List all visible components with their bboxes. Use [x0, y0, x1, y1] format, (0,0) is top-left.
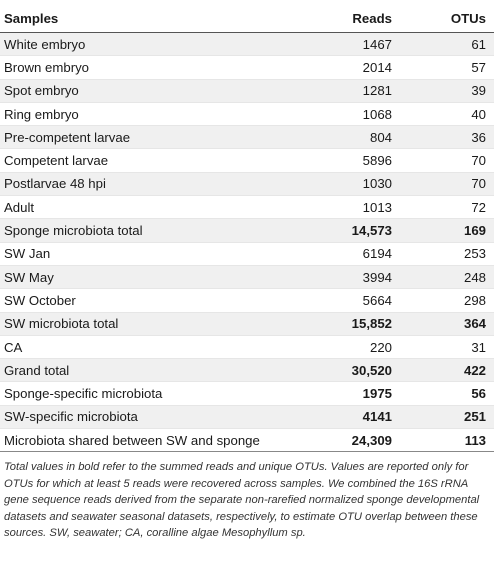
cell-otus: 113	[422, 428, 494, 453]
cell-sample: SW Jan	[0, 241, 329, 266]
cell-sample: Spot embryo	[0, 78, 329, 103]
cell-otus: 56	[422, 381, 494, 406]
cell-reads: 1030	[328, 171, 422, 196]
cell-otus: 61	[422, 31, 494, 56]
cell-otus: 422	[422, 358, 494, 382]
table-container: Samples Reads OTUs White embryo 1467 61 Bro…	[0, 5, 494, 540]
cell-reads: 6194	[328, 241, 422, 266]
cell-sample: Grand total	[0, 358, 329, 382]
cell-reads: 1013	[328, 195, 422, 219]
table-row: Sponge-specific microbiota 1975 56	[0, 381, 494, 406]
table-row: Microbiota shared between SW and sponge 2…	[0, 428, 494, 453]
table-footnote: Total values in bold refer to the summed…	[4, 461, 480, 540]
cell-sample: Competent larvae	[0, 148, 329, 173]
cell-reads: 1975	[328, 381, 422, 406]
cell-reads: 1068	[328, 101, 422, 126]
header-otus: OTUs	[422, 5, 494, 33]
table-row: White embryo 1467 61	[0, 31, 494, 56]
table-row: SW microbiota total 15,852 364	[0, 311, 494, 336]
cell-reads: 30,520	[328, 358, 422, 382]
cell-otus: 36	[422, 125, 494, 149]
cell-sample: Microbiota shared between SW and sponge	[0, 428, 329, 453]
table-row: Adult 1013 72	[0, 195, 494, 219]
cell-sample: Ring embryo	[0, 101, 329, 126]
cell-sample: SW microbiota total	[0, 311, 329, 336]
cell-sample: Postlarvae 48 hpi	[0, 171, 329, 196]
cell-reads: 220	[328, 334, 422, 359]
cell-reads: 1281	[328, 78, 422, 103]
table-row: SW-specific microbiota 4141 251	[0, 404, 494, 429]
cell-otus: 39	[422, 78, 494, 103]
cell-otus: 251	[422, 404, 494, 429]
cell-otus: 364	[422, 311, 494, 336]
cell-sample: CA	[0, 334, 329, 359]
cell-reads: 5896	[328, 148, 422, 173]
cell-sample: Pre-competent larvae	[0, 125, 329, 149]
cell-sample: Sponge-specific microbiota	[0, 381, 329, 406]
table-row: SW May 3994 248	[0, 264, 494, 289]
table-row: SW October 5664 298	[0, 288, 494, 313]
table-row: Grand total 30,520 422	[0, 358, 494, 382]
cell-otus: 70	[422, 171, 494, 196]
table-row: Competent larvae 5896 70	[0, 148, 494, 173]
cell-reads: 14,573	[328, 218, 422, 243]
cell-reads: 2014	[328, 55, 422, 80]
cell-reads: 3994	[328, 264, 422, 289]
table-row: SW Jan 6194 253	[0, 241, 494, 266]
table-row: Pre-competent larvae 804 36	[0, 125, 494, 149]
cell-otus: 57	[422, 55, 494, 80]
table-row: Postlarvae 48 hpi 1030 70	[0, 171, 494, 196]
cell-otus: 169	[422, 218, 494, 243]
table-row: CA 220 31	[0, 334, 494, 359]
samples-table: Samples Reads OTUs White embryo 1467 61 Bro…	[0, 5, 494, 453]
cell-reads: 1467	[328, 31, 422, 56]
cell-otus: 72	[422, 195, 494, 219]
cell-sample: SW October	[0, 288, 329, 313]
cell-reads: 15,852	[328, 311, 422, 336]
cell-sample: SW May	[0, 264, 329, 289]
cell-otus: 298	[422, 288, 494, 313]
cell-otus: 40	[422, 101, 494, 126]
cell-reads: 5664	[328, 288, 422, 313]
cell-otus: 70	[422, 148, 494, 173]
cell-reads: 804	[328, 125, 422, 149]
cell-otus: 31	[422, 334, 494, 359]
cell-sample: Brown embryo	[0, 55, 329, 80]
table-row: Spot embryo 1281 39	[0, 78, 494, 103]
cell-sample: Sponge microbiota total	[0, 218, 329, 243]
cell-sample: White embryo	[0, 31, 329, 56]
header-reads: Reads	[328, 5, 422, 33]
table-row: Ring embryo 1068 40	[0, 101, 494, 126]
table-body: White embryo 1467 61 Brown embryo 2014 57 Spot…	[0, 31, 494, 453]
header-samples: Samples	[0, 5, 329, 33]
cell-reads: 4141	[328, 404, 422, 429]
cell-otus: 248	[422, 264, 494, 289]
cell-sample: Adult	[0, 195, 329, 219]
table-row: Brown embryo 2014 57	[0, 55, 494, 80]
table-header-row: Samples Reads OTUs	[0, 5, 494, 33]
table-row: Sponge microbiota total 14,573 169	[0, 218, 494, 243]
cell-sample: SW-specific microbiota	[0, 404, 329, 429]
cell-otus: 253	[422, 241, 494, 266]
cell-reads: 24,309	[328, 428, 422, 453]
